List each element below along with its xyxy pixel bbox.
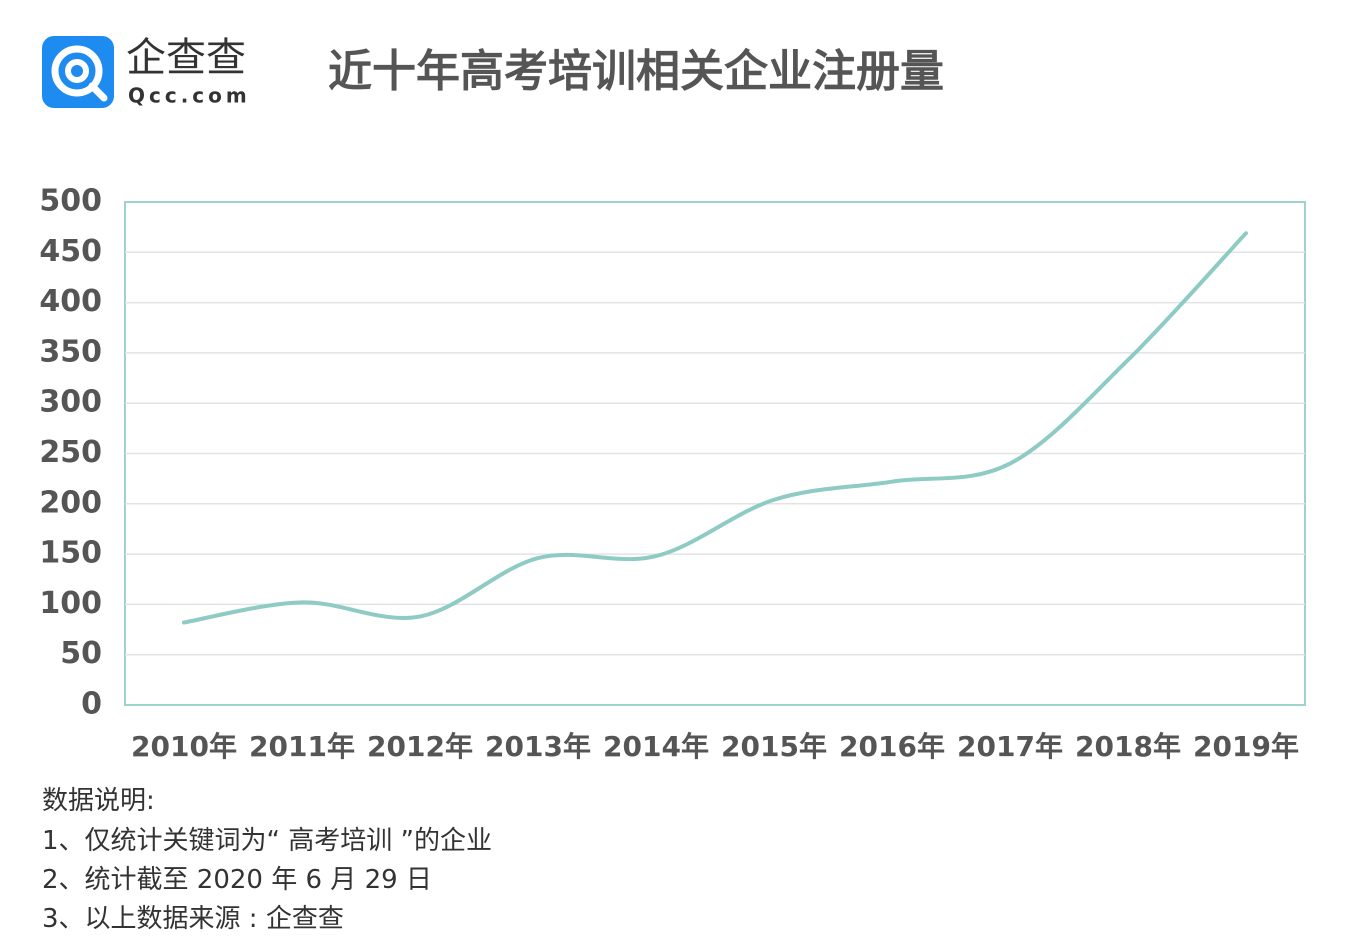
y-tick-label: 450: [39, 234, 102, 269]
note: 1、仅统计关键词为“ 高考培训 ”的企业: [42, 826, 493, 856]
x-tick-label: 2013年: [485, 730, 591, 763]
chart-title: 近十年高考培训相关企业注册量: [328, 46, 944, 97]
y-tick-label: 0: [81, 687, 102, 722]
x-tick-label: 2010年: [131, 730, 237, 763]
y-tick-label: 350: [39, 334, 102, 369]
x-tick-label: 2014年: [603, 730, 709, 763]
y-tick-label: 500: [39, 184, 102, 219]
y-tick-label: 50: [60, 636, 102, 671]
x-tick-label: 2019年: [1193, 730, 1299, 763]
x-tick-label: 2016年: [839, 730, 945, 763]
y-tick-label: 400: [39, 284, 102, 319]
x-tick-label: 2017年: [957, 730, 1063, 763]
logo-icon-ring: [51, 45, 103, 97]
logo-icon-tail: [88, 82, 108, 102]
note: 2、统计截至 2020 年 6 月 29 日: [42, 865, 432, 895]
y-tick-label: 100: [39, 586, 102, 621]
y-tick-label: 300: [39, 385, 102, 420]
x-tick-label: 2015年: [721, 730, 827, 763]
x-tick-label: 2018年: [1075, 730, 1181, 763]
series-line: [182, 231, 1248, 625]
notes-heading: 数据说明:: [42, 786, 155, 816]
y-tick-label: 150: [39, 536, 102, 571]
logo-name: 企查查: [126, 35, 246, 81]
logo-site: Qcc.com: [128, 84, 251, 108]
y-tick-label: 250: [39, 435, 102, 470]
x-tick-label: 2012年: [367, 730, 473, 763]
note: 3、以上数据来源 : 企查查: [42, 904, 344, 934]
logo-icon-inner: [65, 59, 89, 83]
x-tick-label: 2011年: [249, 730, 355, 763]
y-tick-label: 200: [39, 485, 102, 520]
